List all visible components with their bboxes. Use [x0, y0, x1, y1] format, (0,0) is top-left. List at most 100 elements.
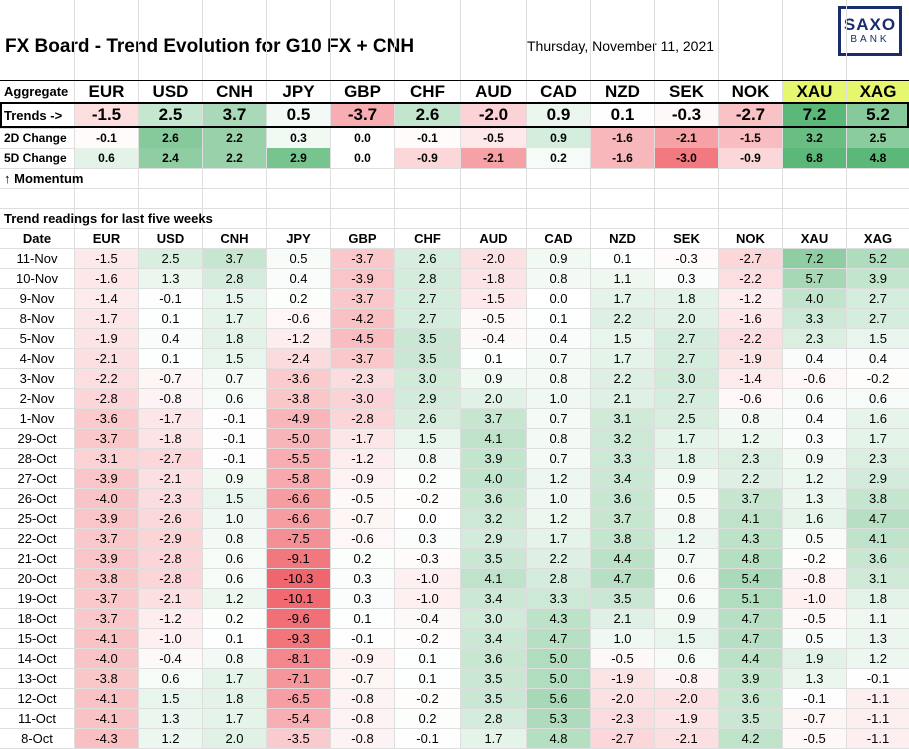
trend-cell-nzd: 2.1: [591, 609, 654, 628]
trend-cell-eur: -3.8: [75, 669, 138, 688]
trend-cell-eur: -4.1: [75, 629, 138, 648]
page-title: FX Board - Trend Evolution for G10 FX + …: [5, 36, 415, 57]
trend-cell-xag: 1.2: [847, 649, 909, 668]
trend-cell-xag: 1.5: [847, 329, 909, 348]
trend-cell-usd: 1.2: [139, 729, 202, 748]
aggregate-value-sek: -2.1: [655, 128, 718, 148]
trend-cell-xag: 3.9: [847, 269, 909, 288]
aggregate-value-usd: 2.4: [139, 148, 202, 168]
trend-cell-nok: -1.2: [719, 289, 782, 308]
aggregate-value-nok: -1.5: [719, 128, 782, 148]
trend-cell-gbp: -2.3: [331, 369, 394, 388]
trend-cell-nok: -1.4: [719, 369, 782, 388]
trend-cell-jpy: -7.1: [267, 669, 330, 688]
trend-cell-nok: 4.1: [719, 509, 782, 528]
trend-cell-cnh: 1.7: [203, 669, 266, 688]
trend-cell-cad: 0.7: [527, 409, 590, 428]
trend-cell-eur: -3.7: [75, 429, 138, 448]
aggregate-value-xau: 6.8: [783, 148, 846, 168]
history-header-cnh: CNH: [220, 230, 249, 246]
trend-cell-aud: 3.6: [461, 649, 526, 668]
currency-header-jpy: JPY: [282, 81, 315, 101]
trend-cell-nok: 3.6: [719, 689, 782, 708]
trend-cell-usd: 0.1: [139, 349, 202, 368]
row-date: 4-Nov: [19, 351, 55, 366]
trend-cell-cnh: 0.7: [203, 369, 266, 388]
saxo-bank-logo: SAXO BANK: [838, 6, 902, 56]
row-date: 10-Nov: [16, 271, 58, 286]
trend-cell-sek: 0.6: [655, 649, 718, 668]
trend-cell-nok: 0.8: [719, 409, 782, 428]
trend-cell-jpy: -9.3: [267, 629, 330, 648]
trend-cell-xau: 0.6: [783, 389, 846, 408]
trend-cell-nok: 4.8: [719, 549, 782, 568]
trend-cell-sek: 0.7: [655, 549, 718, 568]
grid-line: [266, 0, 267, 748]
grid-line: [0, 248, 909, 249]
trend-cell-jpy: -4.9: [267, 409, 330, 428]
trend-cell-cnh: 0.1: [203, 629, 266, 648]
aggregate-value-usd: 2.6: [139, 128, 202, 148]
trend-cell-chf: 3.5: [395, 349, 460, 368]
aggregate-value-sek: -0.3: [655, 104, 718, 126]
trend-cell-xag: -0.1: [847, 669, 909, 688]
trend-cell-xag: 4.1: [847, 529, 909, 548]
trend-cell-cnh: 2.0: [203, 729, 266, 748]
trend-cell-cad: 3.3: [527, 589, 590, 608]
trend-cell-xau: -0.2: [783, 549, 846, 568]
trend-cell-gbp: -0.9: [331, 649, 394, 668]
trend-cell-nok: 2.2: [719, 469, 782, 488]
trend-cell-cad: 0.9: [527, 249, 590, 268]
trend-cell-cad: 0.8: [527, 429, 590, 448]
trend-cell-nzd: 3.8: [591, 529, 654, 548]
trend-cell-sek: 0.3: [655, 269, 718, 288]
trend-cell-jpy: -3.6: [267, 369, 330, 388]
trend-cell-xag: -1.1: [847, 729, 909, 748]
trend-cell-cnh: 0.6: [203, 389, 266, 408]
trend-cell-usd: 1.3: [139, 709, 202, 728]
trend-cell-eur: -4.0: [75, 489, 138, 508]
trend-cell-nzd: 0.1: [591, 249, 654, 268]
trend-cell-xag: 3.1: [847, 569, 909, 588]
trend-cell-usd: 1.5: [139, 689, 202, 708]
trend-cell-xag: 1.6: [847, 409, 909, 428]
trend-cell-eur: -3.9: [75, 549, 138, 568]
trend-cell-cad: 0.0: [527, 289, 590, 308]
trend-cell-chf: -0.1: [395, 729, 460, 748]
aggregate-value-sek: -3.0: [655, 148, 718, 168]
trend-cell-aud: 3.2: [461, 509, 526, 528]
trend-cell-eur: -1.5: [75, 249, 138, 268]
trend-cell-xau: 0.5: [783, 529, 846, 548]
trend-cell-eur: -1.6: [75, 269, 138, 288]
grid-line: [526, 0, 527, 748]
trend-cell-cad: 0.1: [527, 309, 590, 328]
trend-cell-cnh: 1.5: [203, 289, 266, 308]
row-date: 18-Oct: [17, 611, 57, 626]
trend-cell-eur: -2.8: [75, 389, 138, 408]
trend-cell-cad: 0.7: [527, 449, 590, 468]
trend-cell-jpy: -5.8: [267, 469, 330, 488]
trend-cell-xag: -0.2: [847, 369, 909, 388]
trend-cell-aud: -0.5: [461, 309, 526, 328]
trend-cell-xag: 1.1: [847, 609, 909, 628]
grid-line: [0, 388, 909, 389]
trend-cell-usd: -2.1: [139, 469, 202, 488]
trend-cell-jpy: -0.6: [267, 309, 330, 328]
grid-line: [0, 228, 909, 229]
trend-cell-usd: -0.4: [139, 649, 202, 668]
trend-cell-aud: 2.9: [461, 529, 526, 548]
trend-cell-usd: -2.3: [139, 489, 202, 508]
currency-header-gbp: GBP: [344, 81, 381, 101]
header-divider: [0, 80, 909, 81]
trend-cell-eur: -4.3: [75, 729, 138, 748]
grid-line: [0, 168, 909, 169]
trend-cell-xag: 1.7: [847, 429, 909, 448]
trend-cell-sek: 1.8: [655, 449, 718, 468]
currency-header-chf: CHF: [410, 81, 445, 101]
row-date: 25-Oct: [17, 511, 57, 526]
grid-line: [654, 0, 655, 748]
trend-cell-gbp: -0.9: [331, 469, 394, 488]
trend-cell-usd: -0.1: [139, 289, 202, 308]
aggregate-value-jpy: 2.9: [267, 148, 330, 168]
trend-cell-cad: 1.0: [527, 489, 590, 508]
